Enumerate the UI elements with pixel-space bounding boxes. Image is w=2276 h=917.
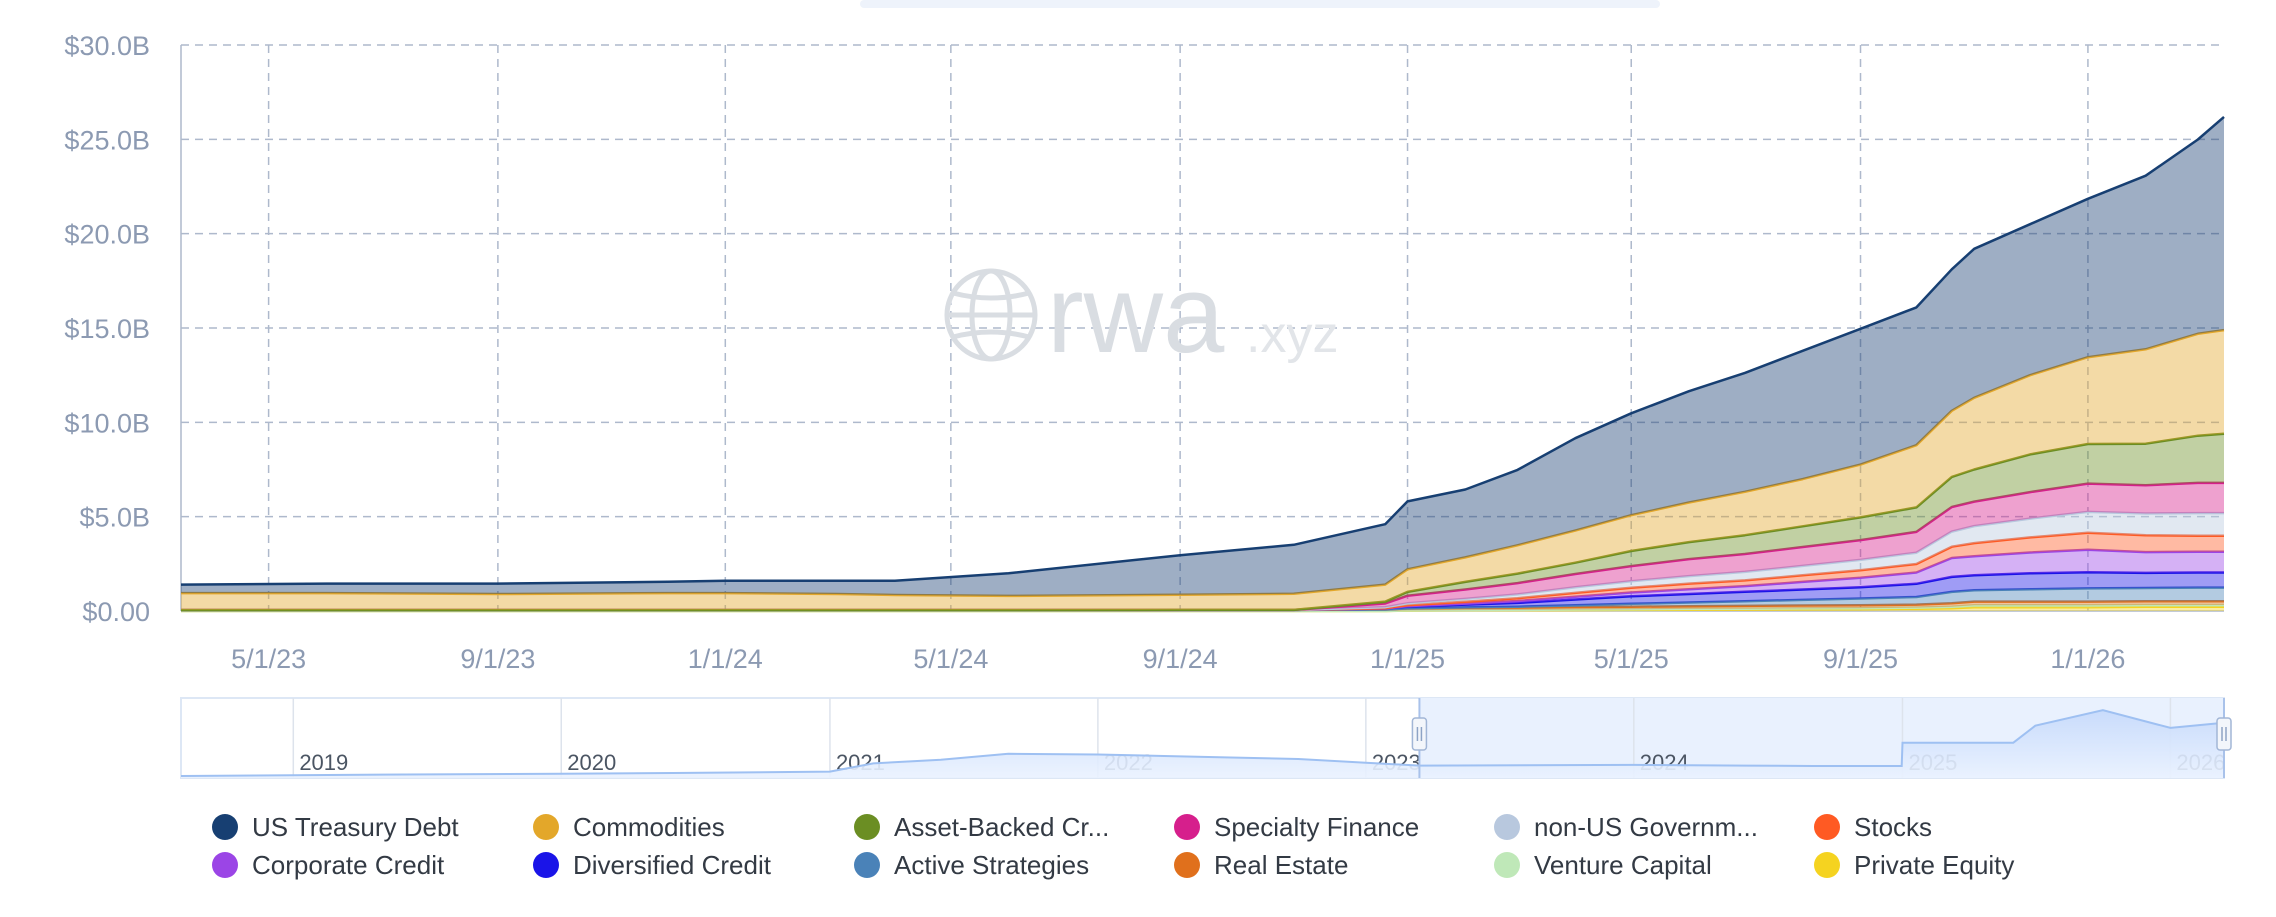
legend-item[interactable]: Venture Capital bbox=[1494, 846, 1712, 884]
chart-axes: $0.00 $5.0B $10.0B $15.0B $20.0B $25.0B $30.0B… bbox=[64, 31, 2125, 674]
legend-swatch bbox=[1494, 852, 1520, 878]
y-tick-label: $15.0B bbox=[64, 314, 150, 344]
legend-swatch bbox=[1174, 852, 1200, 878]
legend-item[interactable]: US Treasury Debt bbox=[212, 808, 459, 846]
navigator-year-label: 2019 bbox=[299, 750, 348, 775]
legend-swatch bbox=[212, 852, 238, 878]
legend-item[interactable]: non-US Governm... bbox=[1494, 808, 1758, 846]
legend-label: Diversified Credit bbox=[573, 849, 771, 880]
legend-label: Venture Capital bbox=[1534, 849, 1712, 880]
legend-label: Corporate Credit bbox=[252, 849, 445, 880]
area-real-estate[interactable] bbox=[181, 601, 2224, 611]
legend-swatch bbox=[1814, 814, 1840, 840]
x-tick-label: 5/1/24 bbox=[913, 644, 988, 674]
chart-legend: US Treasury Debt Commodities Asset-Backed … bbox=[0, 808, 2276, 908]
navigator-handle-right[interactable] bbox=[2216, 717, 2232, 751]
area-active-strategies[interactable] bbox=[181, 587, 2224, 611]
area-stocks[interactable] bbox=[181, 532, 2224, 611]
watermark-suffix: .xyz bbox=[1246, 306, 1338, 364]
legend-label: non-US Governm... bbox=[1534, 811, 1758, 842]
area-non-us-government-debt[interactable] bbox=[181, 511, 2224, 611]
legend-swatch bbox=[1814, 852, 1840, 878]
legend-item[interactable]: Specialty Finance bbox=[1174, 808, 1419, 846]
x-tick-label: 9/1/23 bbox=[460, 644, 535, 674]
legend-item[interactable]: Stocks bbox=[1814, 808, 1932, 846]
legend-label: Active Strategies bbox=[894, 849, 1090, 880]
top-control-bar bbox=[860, 0, 1660, 8]
line-asset-backed-credit bbox=[181, 432, 2225, 612]
legend-label: Private Equity bbox=[1854, 849, 2015, 880]
range-navigator[interactable]: 20192020202120222023202420252026 bbox=[180, 697, 2232, 779]
legend-label: Asset-Backed Cr... bbox=[894, 811, 1110, 842]
y-tick-label: $0.00 bbox=[82, 597, 150, 627]
globe-icon bbox=[944, 268, 1038, 362]
watermark-text: rwa bbox=[1047, 253, 1225, 376]
y-tick-label: $25.0B bbox=[64, 125, 150, 155]
legend-label: Stocks bbox=[1854, 811, 1933, 842]
legend-swatch bbox=[854, 814, 880, 840]
legend-swatch bbox=[533, 814, 559, 840]
rwa-watermark: rwa .xyz bbox=[944, 253, 1338, 376]
legend-label: US Treasury Debt bbox=[252, 811, 459, 842]
x-tick-label: 9/1/25 bbox=[1823, 644, 1898, 674]
legend-swatch bbox=[1494, 814, 1520, 840]
legend-item[interactable]: Corporate Credit bbox=[212, 846, 444, 884]
y-tick-label: $30.0B bbox=[64, 31, 150, 61]
legend-swatch bbox=[212, 814, 238, 840]
x-tick-label: 1/1/26 bbox=[2050, 644, 2125, 674]
legend-label: Real Estate bbox=[1214, 849, 1349, 880]
area-diversified-credit[interactable] bbox=[181, 572, 2224, 611]
legend-swatch bbox=[533, 852, 559, 878]
legend-label: Commodities bbox=[573, 811, 725, 842]
line-commodities bbox=[181, 328, 2225, 598]
line-us-treasury-debt bbox=[180, 115, 2225, 586]
legend-item[interactable]: Active Strategies bbox=[854, 846, 1089, 884]
legend-swatch bbox=[854, 852, 880, 878]
legend-label: Specialty Finance bbox=[1214, 811, 1420, 842]
area-corporate-credit[interactable] bbox=[181, 549, 2224, 611]
legend-item[interactable]: Diversified Credit bbox=[533, 846, 771, 884]
legend-item[interactable]: Private Equity bbox=[1814, 846, 2014, 884]
y-tick-label: $5.0B bbox=[79, 503, 150, 533]
legend-item[interactable]: Asset-Backed Cr... bbox=[854, 808, 1109, 846]
navigator-handle-left[interactable] bbox=[1411, 717, 1428, 751]
area-us-treasury-debt[interactable] bbox=[181, 116, 2224, 596]
y-tick-label: $10.0B bbox=[64, 408, 150, 438]
legend-item[interactable]: Real Estate bbox=[1174, 846, 1348, 884]
legend-swatch bbox=[1174, 814, 1200, 840]
y-tick-label: $20.0B bbox=[64, 220, 150, 250]
x-tick-label: 5/1/23 bbox=[231, 644, 306, 674]
navigator-year-label: 2020 bbox=[567, 750, 616, 775]
x-tick-label: 9/1/24 bbox=[1143, 644, 1218, 674]
legend-item[interactable]: Commodities bbox=[533, 808, 725, 846]
x-tick-label: 5/1/25 bbox=[1594, 644, 1669, 674]
navigator-line bbox=[180, 709, 2225, 777]
x-tick-label: 1/1/25 bbox=[1370, 644, 1445, 674]
chart-areas bbox=[180, 115, 2225, 613]
navigator-area bbox=[181, 710, 2224, 778]
x-tick-label: 1/1/24 bbox=[688, 644, 763, 674]
